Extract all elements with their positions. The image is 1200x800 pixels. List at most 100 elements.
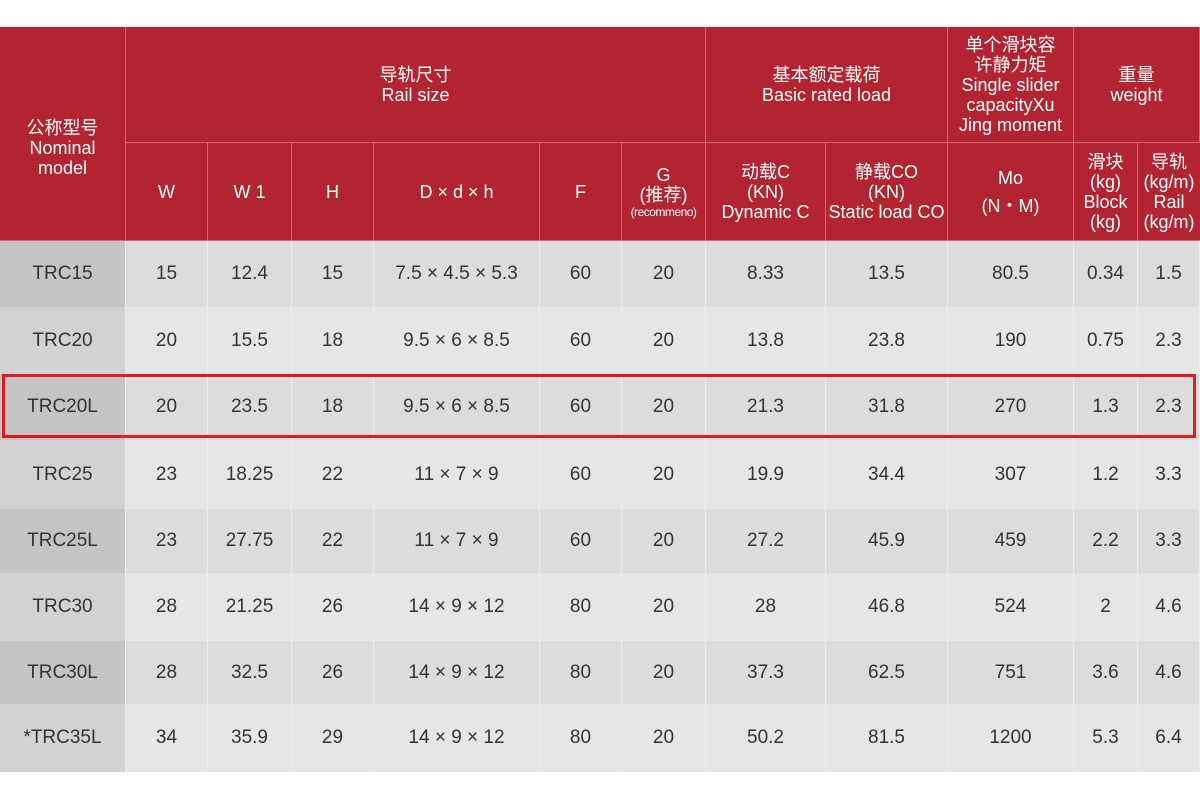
cell-rail-weight: 2.3 xyxy=(1138,374,1200,440)
cell-w: 28 xyxy=(126,573,208,641)
cell-w: 34 xyxy=(126,704,208,772)
cell-mo: 190 xyxy=(948,307,1074,374)
cell-h: 26 xyxy=(292,641,374,704)
cell-static-load: 62.5 xyxy=(826,641,948,704)
cell-block-weight: 2.2 xyxy=(1074,509,1138,573)
cell-model: TRC25 xyxy=(0,440,126,509)
cell-mo: 80.5 xyxy=(948,241,1074,307)
subheader-mo: Mo (N・M) xyxy=(948,143,1074,241)
cell-g: 20 xyxy=(622,440,706,509)
cell-dynamic-load: 13.8 xyxy=(706,307,826,374)
cell-g: 20 xyxy=(622,241,706,307)
cell-w: 23 xyxy=(126,509,208,573)
cell-dynamic-load: 27.2 xyxy=(706,509,826,573)
cell-w: 20 xyxy=(126,374,208,440)
cell-mo: 459 xyxy=(948,509,1074,573)
cell-f: 80 xyxy=(540,704,622,772)
cell-dynamic-load: 21.3 xyxy=(706,374,826,440)
cell-dynamic-load: 19.9 xyxy=(706,440,826,509)
cell-h: 15 xyxy=(292,241,374,307)
cell-model: TRC15 xyxy=(0,241,126,307)
cell-h: 29 xyxy=(292,704,374,772)
cell-block-weight: 1.3 xyxy=(1074,374,1138,440)
cell-dxdxh: 11 × 7 × 9 xyxy=(374,509,540,573)
subheader-dynamic-load: 动载C (KN) Dynamic C xyxy=(706,143,826,241)
cell-g: 20 xyxy=(622,704,706,772)
cell-model: *TRC35L xyxy=(0,704,126,772)
cell-model: TRC20L xyxy=(0,374,126,440)
header-static-moment: 单个滑块容 许静力矩 Single slider capacityXu Jing… xyxy=(948,27,1074,143)
cell-dxdxh: 9.5 × 6 × 8.5 xyxy=(374,307,540,374)
subheader-w1: W 1 xyxy=(208,143,292,241)
header-weight: 重量 weight xyxy=(1074,27,1200,143)
cell-rail-weight: 4.6 xyxy=(1138,641,1200,704)
cell-static-load: 13.5 xyxy=(826,241,948,307)
subheader-w: W xyxy=(126,143,208,241)
header-rail-size: 导轨尺寸 Rail size xyxy=(126,27,706,143)
cell-rail-weight: 6.4 xyxy=(1138,704,1200,772)
cell-dxdxh: 11 × 7 × 9 xyxy=(374,440,540,509)
cell-static-load: 31.8 xyxy=(826,374,948,440)
cell-h: 18 xyxy=(292,307,374,374)
cell-mo: 524 xyxy=(948,573,1074,641)
cell-w1: 23.5 xyxy=(208,374,292,440)
subheader-f: F xyxy=(540,143,622,241)
subheader-block-weight: 滑块 (kg) Block (kg) xyxy=(1074,143,1138,241)
cell-static-load: 23.8 xyxy=(826,307,948,374)
cell-g: 20 xyxy=(622,573,706,641)
cell-block-weight: 5.3 xyxy=(1074,704,1138,772)
cell-dynamic-load: 28 xyxy=(706,573,826,641)
cell-h: 22 xyxy=(292,509,374,573)
cell-block-weight: 2 xyxy=(1074,573,1138,641)
cell-rail-weight: 2.3 xyxy=(1138,307,1200,374)
cell-dynamic-load: 50.2 xyxy=(706,704,826,772)
cell-w1: 32.5 xyxy=(208,641,292,704)
cell-h: 26 xyxy=(292,573,374,641)
subheader-g: G (推荐) (recommeno) xyxy=(622,143,706,241)
cell-g: 20 xyxy=(622,641,706,704)
cell-mo: 270 xyxy=(948,374,1074,440)
cell-rail-weight: 1.5 xyxy=(1138,241,1200,307)
cell-f: 60 xyxy=(540,509,622,573)
cell-w: 20 xyxy=(126,307,208,374)
cell-w1: 18.25 xyxy=(208,440,292,509)
cell-h: 18 xyxy=(292,374,374,440)
cell-static-load: 45.9 xyxy=(826,509,948,573)
cell-f: 60 xyxy=(540,307,622,374)
cell-model: TRC25L xyxy=(0,509,126,573)
cell-block-weight: 3.6 xyxy=(1074,641,1138,704)
cell-dxdxh: 7.5 × 4.5 × 5.3 xyxy=(374,241,540,307)
cell-w: 23 xyxy=(126,440,208,509)
cell-static-load: 46.8 xyxy=(826,573,948,641)
cell-dynamic-load: 8.33 xyxy=(706,241,826,307)
cell-w: 28 xyxy=(126,641,208,704)
cell-rail-weight: 4.6 xyxy=(1138,573,1200,641)
cell-dynamic-load: 37.3 xyxy=(706,641,826,704)
cell-block-weight: 0.34 xyxy=(1074,241,1138,307)
cell-mo: 307 xyxy=(948,440,1074,509)
cell-g: 20 xyxy=(622,374,706,440)
cell-w1: 21.25 xyxy=(208,573,292,641)
cell-block-weight: 0.75 xyxy=(1074,307,1138,374)
cell-block-weight: 1.2 xyxy=(1074,440,1138,509)
cell-f: 60 xyxy=(540,440,622,509)
cell-dxdxh: 14 × 9 × 12 xyxy=(374,641,540,704)
cell-rail-weight: 3.3 xyxy=(1138,509,1200,573)
cell-static-load: 81.5 xyxy=(826,704,948,772)
cell-w1: 12.4 xyxy=(208,241,292,307)
subheader-h: H xyxy=(292,143,374,241)
cell-h: 22 xyxy=(292,440,374,509)
cell-model: TRC30 xyxy=(0,573,126,641)
cell-model: TRC20 xyxy=(0,307,126,374)
cell-mo: 751 xyxy=(948,641,1074,704)
cell-dxdxh: 14 × 9 × 12 xyxy=(374,573,540,641)
cell-rail-weight: 3.3 xyxy=(1138,440,1200,509)
subheader-dxdxh: D × d × h xyxy=(374,143,540,241)
cell-w1: 15.5 xyxy=(208,307,292,374)
cell-dxdxh: 14 × 9 × 12 xyxy=(374,704,540,772)
cell-w1: 35.9 xyxy=(208,704,292,772)
spec-table: 公称型号 Nominal model 导轨尺寸 Rail size 基本额定载荷… xyxy=(0,27,1200,772)
cell-static-load: 34.4 xyxy=(826,440,948,509)
cell-g: 20 xyxy=(622,509,706,573)
cell-mo: 1200 xyxy=(948,704,1074,772)
